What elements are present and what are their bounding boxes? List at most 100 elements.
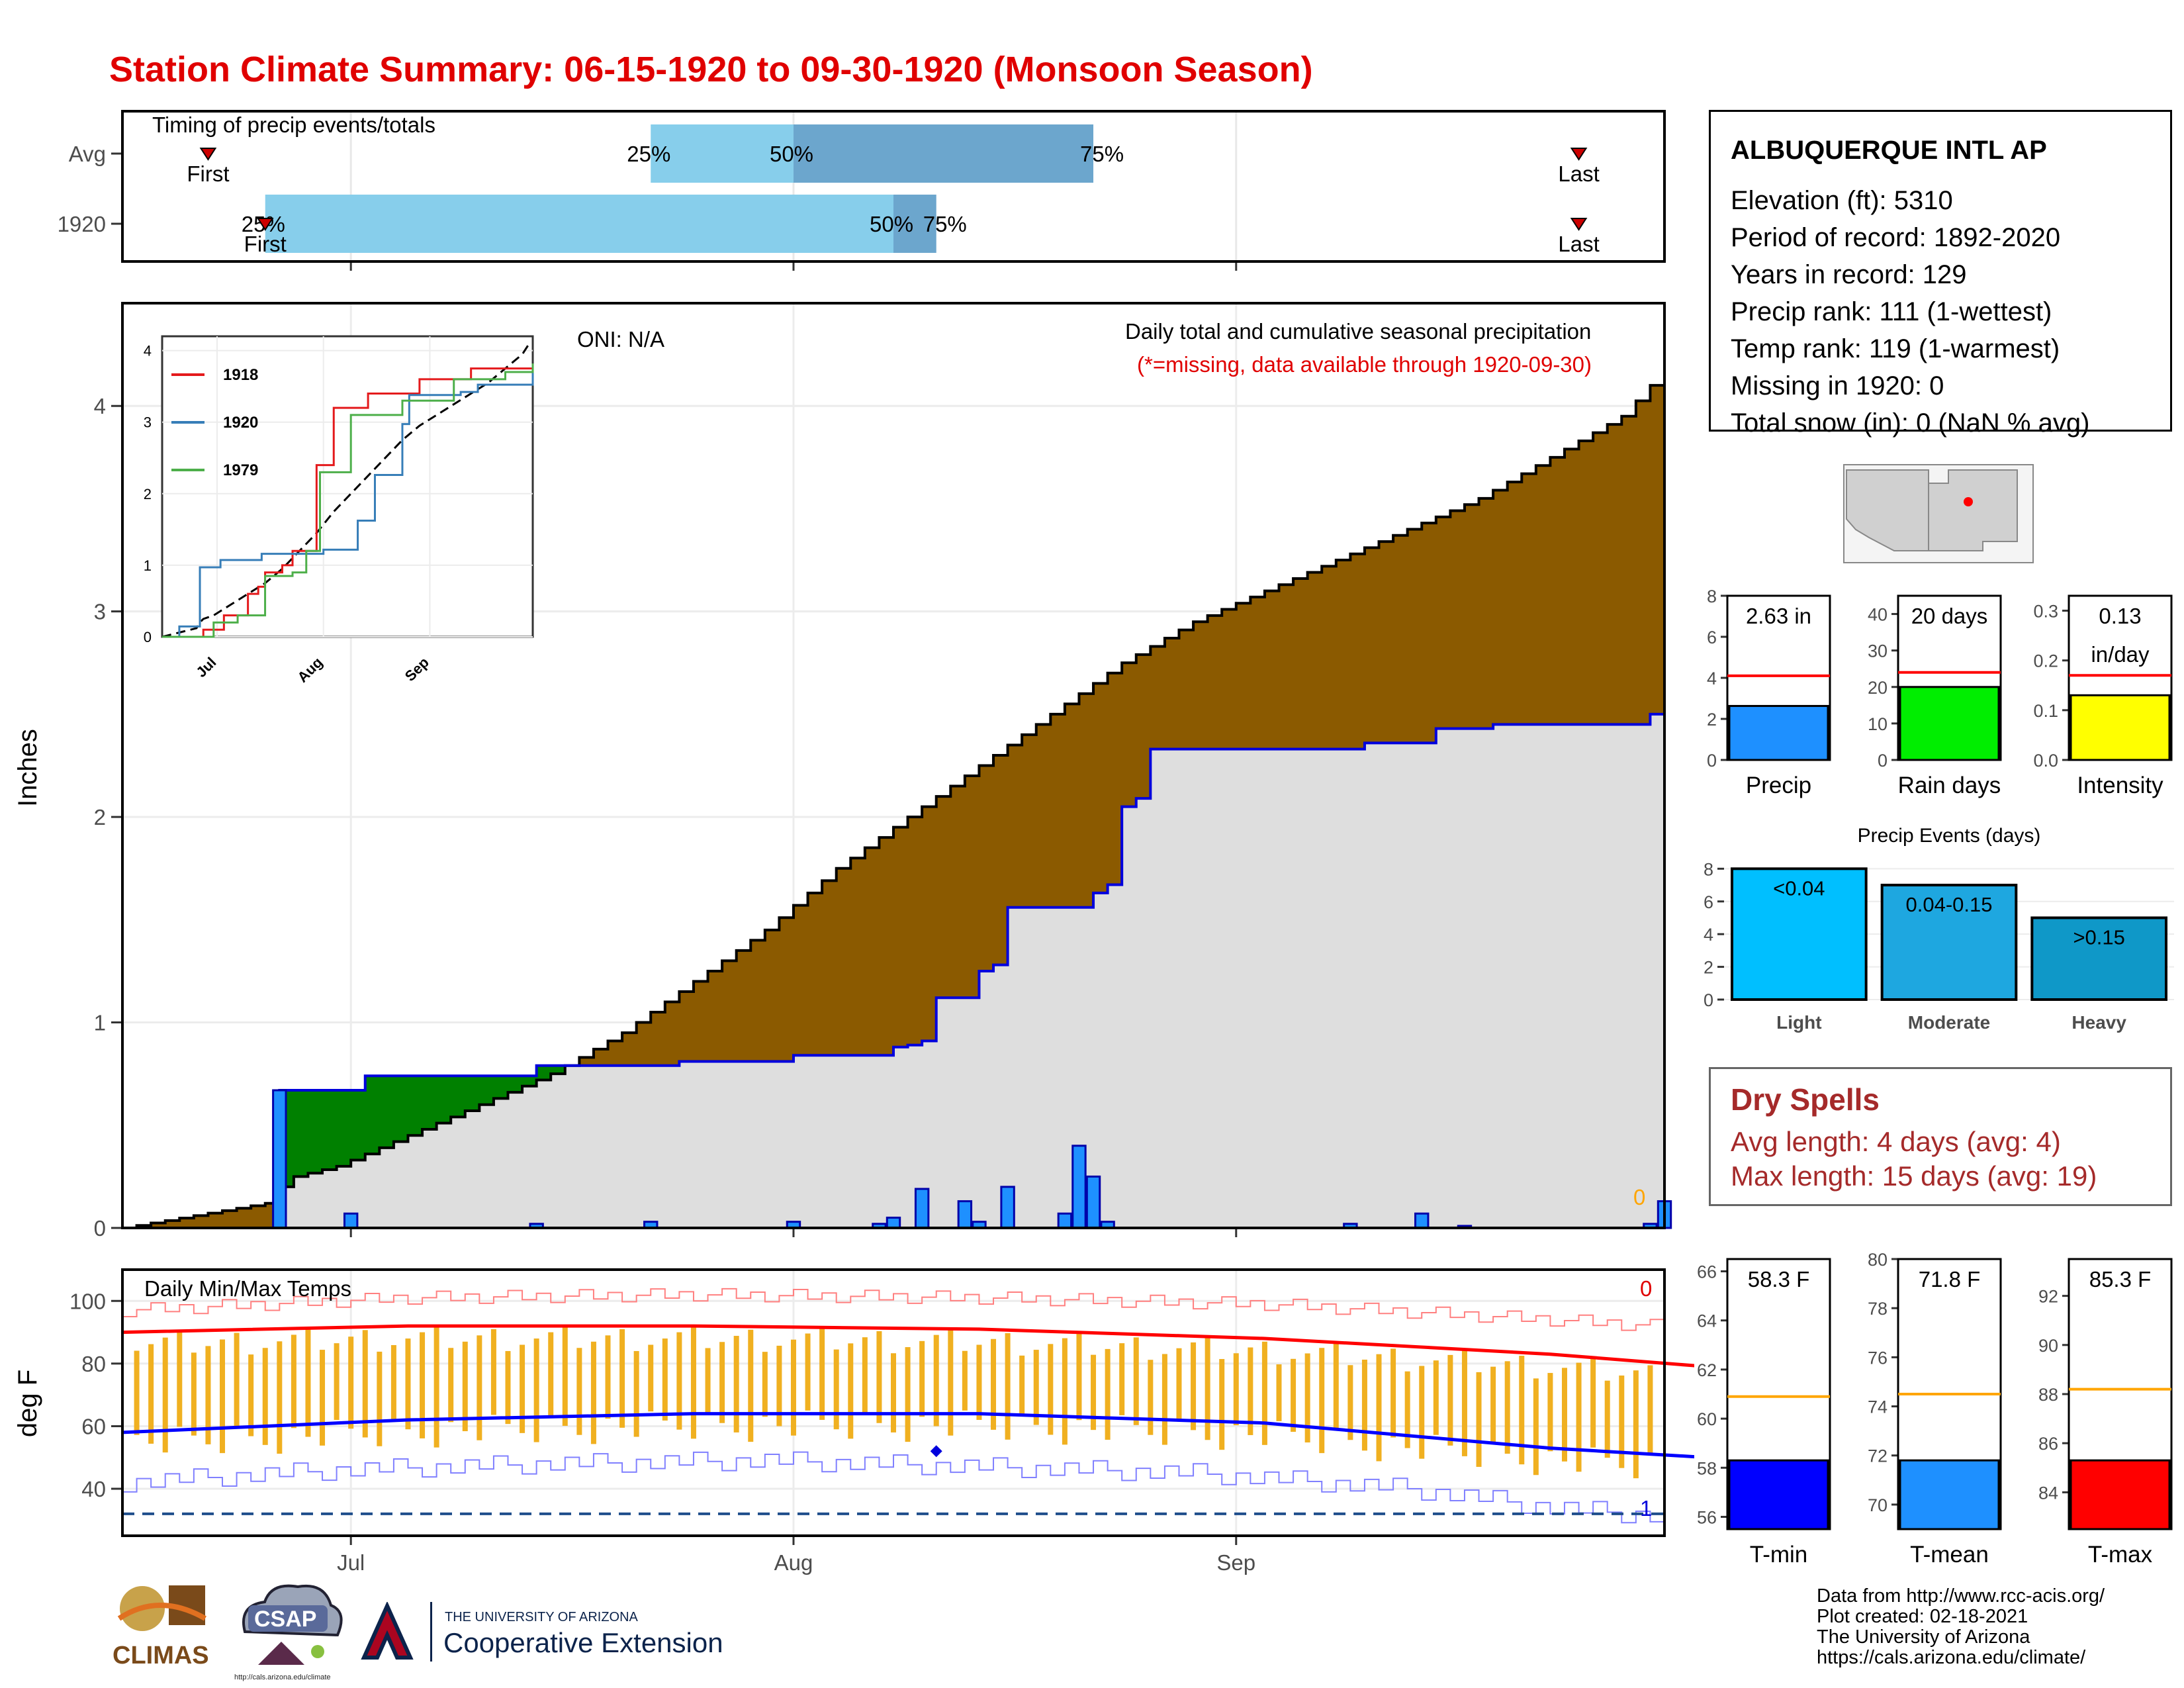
timing-q25-label: 25% — [627, 142, 670, 166]
daily-temp-bar — [448, 1348, 454, 1423]
daily-temp-bar — [562, 1326, 568, 1426]
daily-temp-bar — [962, 1350, 968, 1411]
daily-temp-bar — [1091, 1354, 1097, 1430]
timing-title: Timing of precip events/totals — [152, 113, 435, 137]
timing-last-marker — [1570, 148, 1588, 161]
daily-temp-bar — [1148, 1360, 1154, 1435]
record-min-line — [122, 1451, 1665, 1524]
daily-temp-bar — [1433, 1360, 1439, 1435]
mini-y-tick-label: 76 — [1868, 1348, 1888, 1368]
daily-temp-bar — [905, 1347, 911, 1442]
oni-label: ONI: N/A — [577, 327, 664, 352]
daily-temp-bar — [334, 1343, 340, 1421]
record-low-marker — [930, 1445, 942, 1458]
mini-value-label: 71.8 F — [1919, 1267, 1981, 1291]
inset-y-tick-label: 1 — [144, 557, 152, 574]
daily-temp-bar — [305, 1328, 311, 1437]
avg-min-line — [122, 1412, 1694, 1459]
daily-temp-bar — [1133, 1337, 1139, 1425]
mini-y-tick-label: 0 — [1707, 751, 1717, 771]
daily-temp-bar — [1490, 1366, 1496, 1444]
csap-logo-text: CSAP — [254, 1607, 316, 1632]
daily-temp-bar — [1476, 1372, 1482, 1467]
mini-value-label: 58.3 F — [1748, 1267, 1810, 1291]
inset-series-line — [162, 365, 534, 638]
precip-y-tick-label: 1 — [94, 1011, 106, 1035]
mini-y-tick-label: 56 — [1697, 1507, 1717, 1527]
temp-y-tick-label: 60 — [81, 1414, 106, 1438]
daily-temp-bar — [648, 1344, 654, 1412]
csap-logo: CSAP http://cals.arizona.edu/climate — [234, 1584, 343, 1681]
inset-series-line — [162, 363, 534, 638]
credits-plot-created: Plot created: 02-18-2021 — [1817, 1606, 2028, 1627]
mini-y-tick-label: 66 — [1697, 1262, 1717, 1282]
credits: Data from http://www.rcc-acis.org/ Plot … — [1817, 1586, 2105, 1668]
daily-temp-bar — [848, 1343, 854, 1439]
inset-series-line — [162, 363, 534, 638]
ua-divider — [430, 1602, 432, 1662]
precip-events-chart: Precip Events (days) 0 2 4 6 8 <0.04 Light 0.04-… — [1704, 825, 2174, 1033]
daily-temp-bar — [1005, 1333, 1011, 1440]
daily-temp-bar — [790, 1339, 796, 1436]
timing-q50-label: 50% — [770, 142, 813, 166]
mini-y-tick-label: 40 — [1868, 605, 1888, 625]
daily-temp-bar — [1376, 1354, 1382, 1462]
daily-temp-bar — [948, 1329, 954, 1436]
mini-value-bar — [2070, 694, 2171, 761]
station-elevation: Elevation (ft): 5310 — [1731, 186, 1953, 215]
timing-q75-label: 75% — [923, 212, 967, 236]
timing-chart: Timing of precip events/totals 25% 50% 75% F… — [58, 110, 1666, 271]
ua-name-small: THE UNIVERSITY OF ARIZONA — [445, 1610, 638, 1624]
daily-temp-bar — [420, 1332, 426, 1438]
daily-temp-bar — [1048, 1344, 1054, 1435]
daily-temp-bar — [1161, 1354, 1167, 1445]
mini-value-bar — [2070, 1459, 2171, 1530]
daily-temp-bar — [220, 1339, 226, 1454]
daily-temp-bar — [733, 1336, 739, 1432]
mini-category-label: Intensity — [2077, 773, 2163, 798]
mini-y-tick-label: 0.3 — [2033, 602, 2058, 622]
avg-max-line — [122, 1324, 1694, 1368]
timing-category-label: Avg — [69, 142, 106, 166]
events-bar-label: <0.04 — [1773, 876, 1825, 900]
daily-temp-bar — [1333, 1342, 1339, 1430]
daily-temp-bar — [1604, 1380, 1610, 1458]
station-precip-rank: Precip rank: 111 (1-wettest) — [1731, 297, 2052, 326]
daily-temp-bar — [1105, 1348, 1111, 1440]
daily-temp-bar — [1261, 1341, 1267, 1445]
daily-temp-bar — [1576, 1362, 1582, 1472]
temp-frame — [121, 1268, 1666, 1537]
mini-value-bar — [1899, 686, 2000, 761]
precip-chart: 0 1 2 3 4 Daily total and cumulative seasonal… — [13, 302, 1672, 1241]
daily-temp-bar — [205, 1346, 211, 1444]
avg-cumulative-line — [122, 384, 1664, 1229]
mini-value-bar — [1899, 1459, 2000, 1530]
inset-y-tick-label: 2 — [144, 486, 152, 502]
daily-temp-bar — [1119, 1343, 1125, 1415]
events-category-label: Moderate — [1908, 1012, 1990, 1033]
events-bar-label: >0.15 — [2073, 925, 2124, 949]
events-y-tick-label: 8 — [1704, 859, 1713, 879]
mini-value-bar — [1728, 704, 1829, 761]
mini-value-label: in/day — [2091, 642, 2150, 667]
daily-temp-bar — [177, 1331, 183, 1427]
precip-y-axis-label: Inches — [13, 729, 42, 807]
timing-q50-label: 50% — [870, 212, 913, 236]
precip-y-tick-label: 4 — [94, 394, 106, 418]
mini-category-label: Precip — [1746, 773, 1811, 798]
daily-temp-bar — [991, 1338, 997, 1430]
precip-title: Daily total and cumulative seasonal prec… — [1125, 319, 1591, 344]
daily-temp-bar — [277, 1341, 283, 1454]
daily-temp-bar — [1076, 1332, 1082, 1421]
climas-logo-text: CLIMAS — [113, 1642, 209, 1669]
daily-temp-bar — [776, 1345, 782, 1427]
record-max-count: 0 — [1640, 1276, 1652, 1301]
timing-bar-q50-q75 — [893, 195, 936, 253]
daily-temp-bar — [719, 1342, 725, 1423]
timing-last-label: Last — [1558, 232, 1599, 256]
daily-temp-bar — [705, 1348, 711, 1414]
mini-y-tick-label: 84 — [2038, 1483, 2058, 1503]
daily-temp-bar — [1447, 1354, 1453, 1446]
timing-first-label: First — [244, 232, 287, 256]
